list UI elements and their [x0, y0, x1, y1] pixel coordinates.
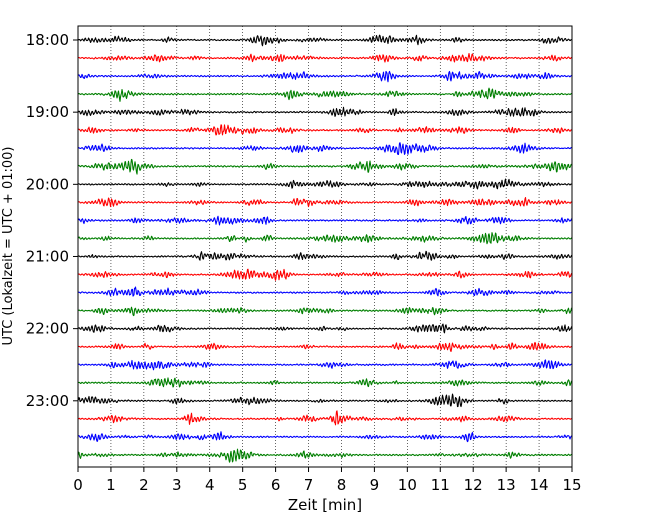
x-tick-label: 1 — [106, 476, 116, 494]
x-tick-label: 11 — [431, 476, 450, 494]
trace-line — [77, 197, 573, 208]
trace-line — [77, 232, 573, 245]
x-tick-label: 15 — [562, 476, 581, 494]
x-tick-label: 12 — [464, 476, 483, 494]
trace-line — [77, 215, 573, 226]
trace-line — [77, 52, 573, 63]
y-tick-label: 23:00 — [26, 392, 69, 410]
x-tick-label: 6 — [271, 476, 281, 494]
trace-line — [77, 393, 573, 408]
trace-line — [77, 124, 573, 136]
x-tick-label: 3 — [172, 476, 182, 494]
x-tick-label: 14 — [530, 476, 549, 494]
y-tick-label: 19:00 — [26, 103, 69, 121]
y-tick-label: 22:00 — [26, 320, 69, 338]
x-tick-label: 0 — [73, 476, 83, 494]
trace-line — [77, 306, 573, 317]
x-tick-label: 8 — [337, 476, 347, 494]
trace-line — [77, 431, 573, 443]
x-axis: 0 1 2 3 4 5 6 7 8 9 10 11 12 13 14 15 — [73, 467, 582, 494]
plot-frame — [77, 25, 573, 468]
x-tick-label: 10 — [398, 476, 417, 494]
x-tick-label: 13 — [497, 476, 516, 494]
x-tick-label: 2 — [139, 476, 149, 494]
trace-line — [77, 250, 573, 261]
trace-line — [77, 106, 573, 117]
trace-line — [77, 34, 573, 47]
trace-line — [77, 410, 573, 426]
x-axis-label: Zeit [min] — [288, 496, 362, 514]
trace-line — [77, 142, 573, 155]
x-tick-label: 7 — [304, 476, 314, 494]
x-tick-label: 5 — [238, 476, 248, 494]
y-tick-label: 18:00 — [26, 31, 69, 49]
y-axis-label: UTC (Lokalzeit = UTC + 01:00) — [1, 147, 16, 346]
seismic-traces — [77, 34, 573, 463]
x-tick-label: 9 — [370, 476, 380, 494]
y-tick-label: 20:00 — [26, 175, 69, 193]
trace-line — [77, 158, 573, 175]
x-tick-label: 4 — [205, 476, 215, 494]
trace-line — [77, 359, 573, 371]
trace-line — [77, 178, 573, 190]
trace-line — [77, 268, 573, 281]
y-tick-label: 21:00 — [26, 247, 69, 265]
trace-line — [77, 448, 573, 463]
y-axis: 18:00 19:00 20:00 21:00 22:00 23:00 — [26, 31, 78, 410]
trace-line — [77, 341, 573, 353]
trace-line — [77, 377, 573, 388]
trace-line — [77, 70, 573, 83]
trace-line — [77, 286, 573, 297]
trace-line — [77, 87, 573, 102]
trace-line — [77, 323, 573, 334]
